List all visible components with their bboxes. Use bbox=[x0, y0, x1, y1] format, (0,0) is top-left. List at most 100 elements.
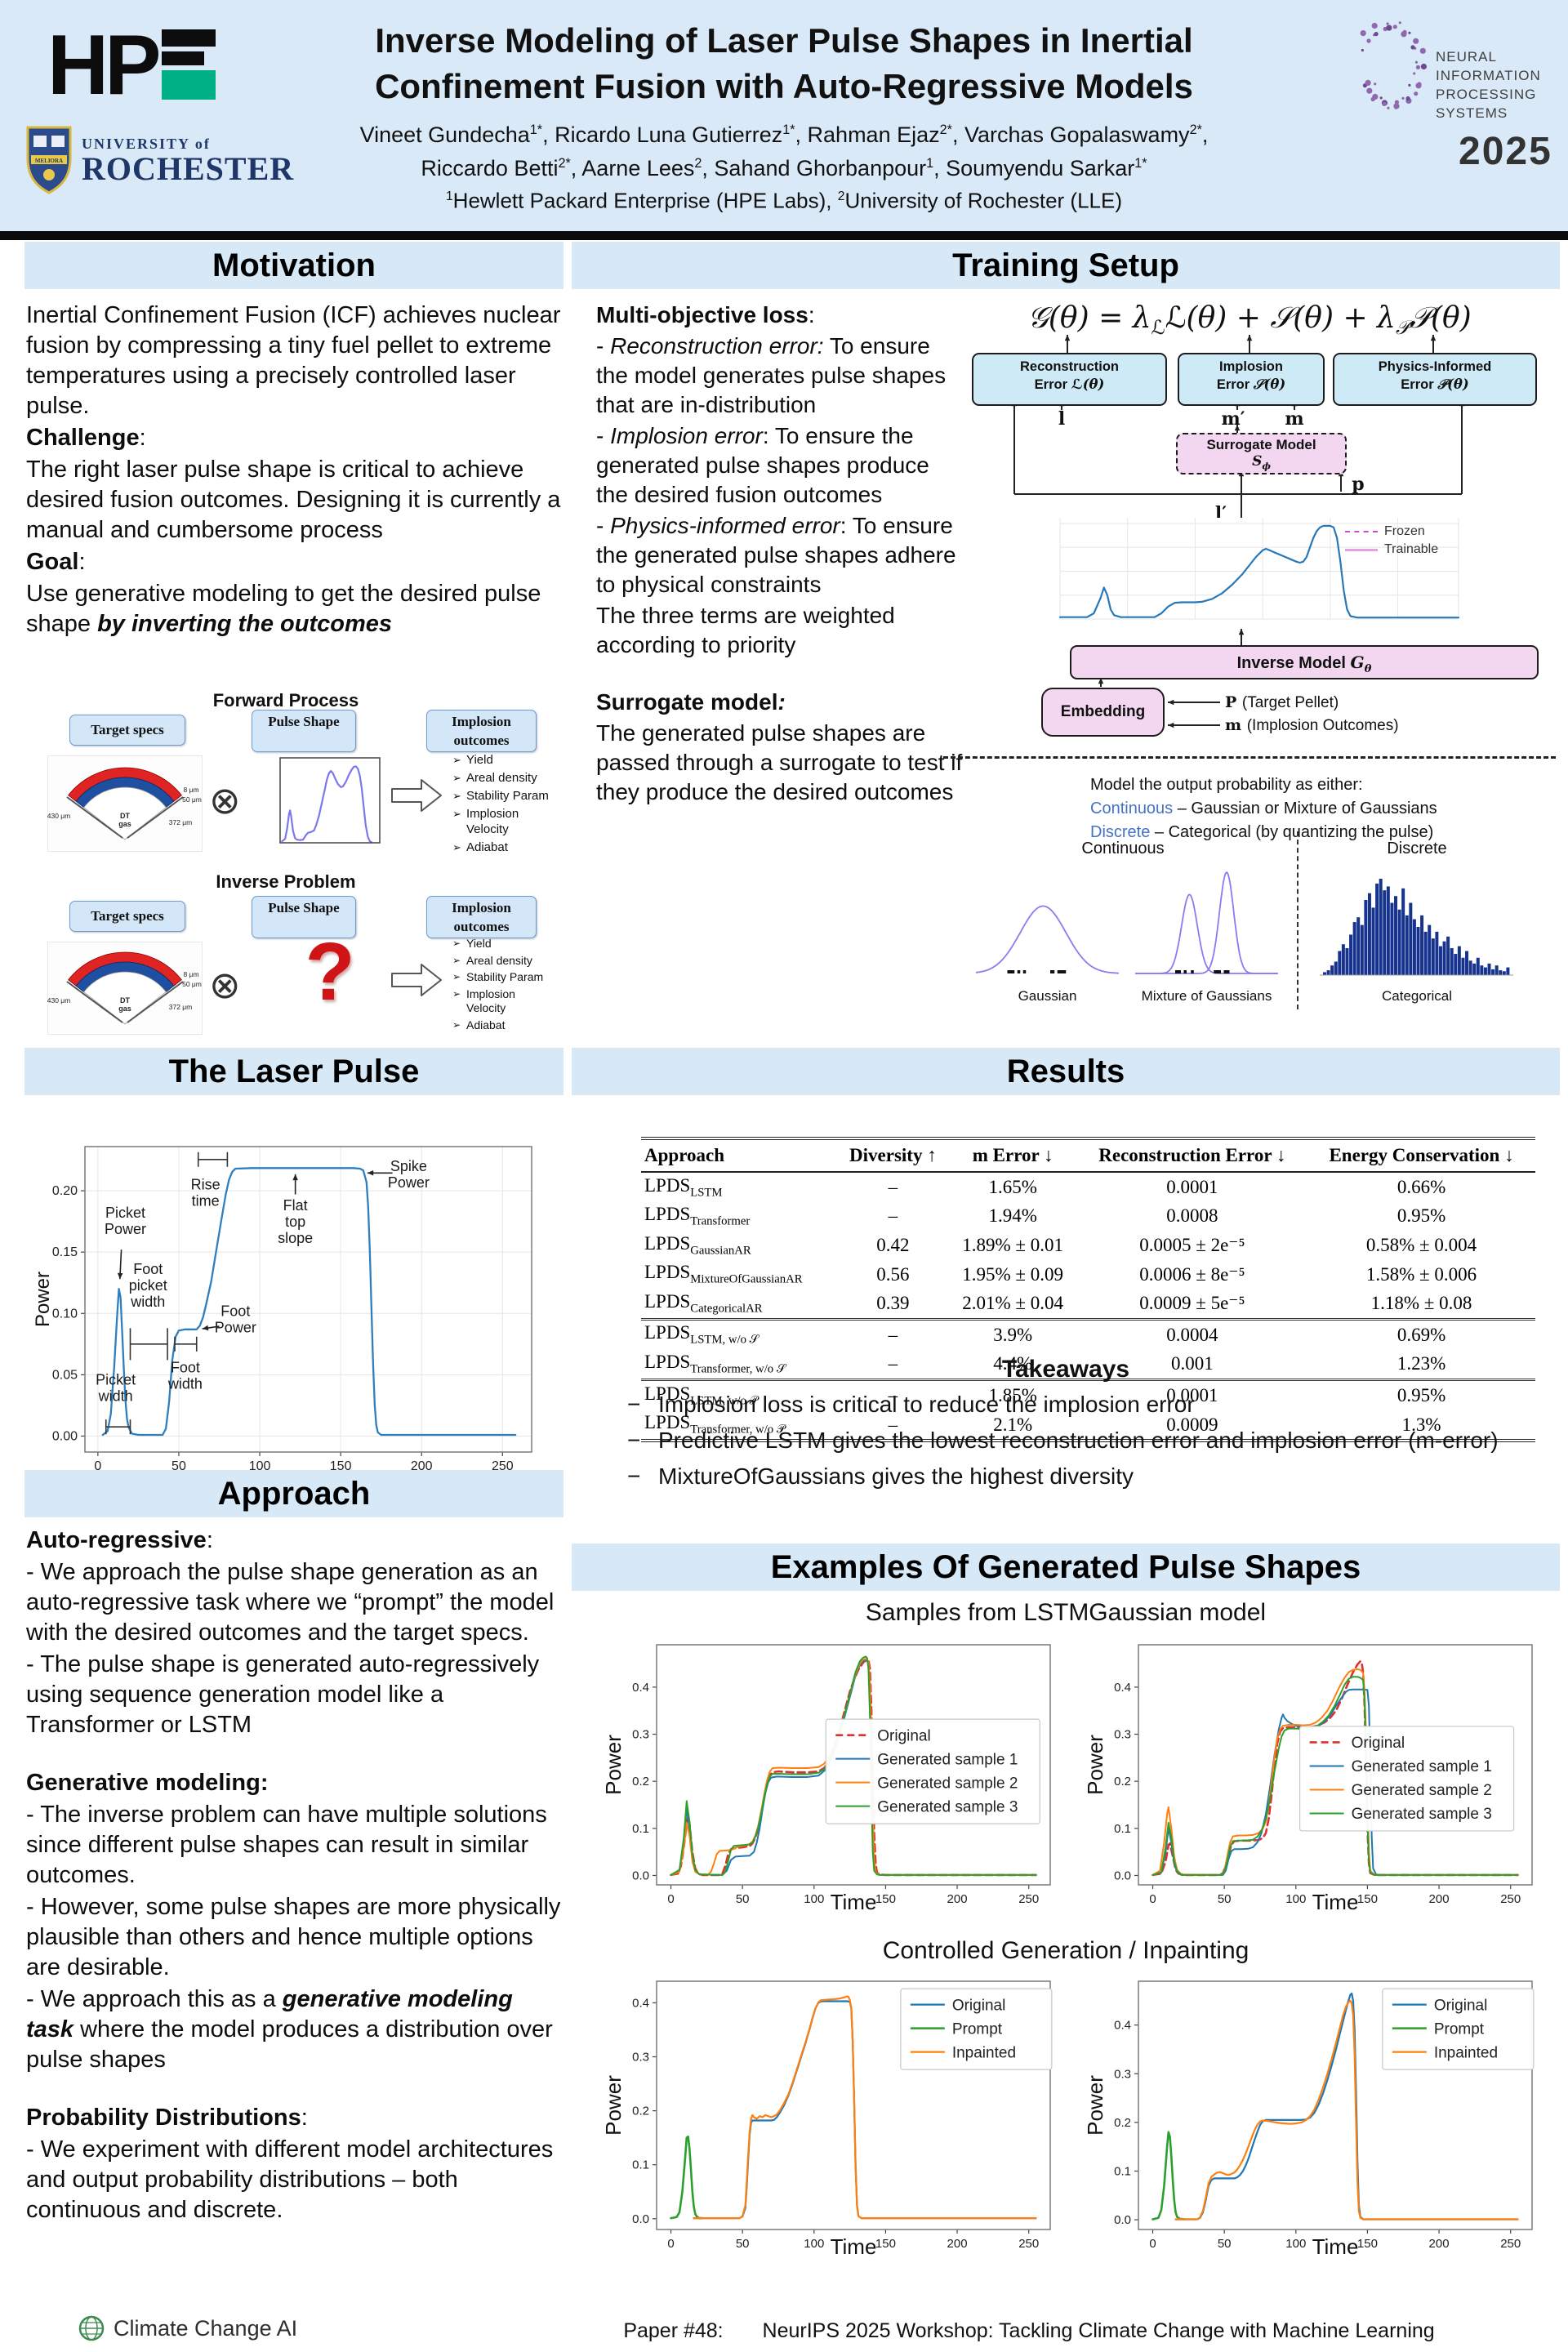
svg-text:Prompt: Prompt bbox=[1434, 2020, 1485, 2038]
takeaways-list: Implosion loss is critical to reduce the… bbox=[621, 1390, 1503, 1498]
svg-text:Generated sample 3: Generated sample 3 bbox=[1352, 1806, 1492, 1823]
list-item: Stability Param bbox=[452, 970, 557, 985]
svg-text:Power: Power bbox=[604, 1735, 626, 1795]
svg-text:Time: Time bbox=[1312, 1890, 1359, 1914]
svg-text:430 μm: 430 μm bbox=[47, 812, 70, 820]
svg-text:50: 50 bbox=[172, 1459, 186, 1473]
svg-text:Generated sample 2: Generated sample 2 bbox=[877, 1775, 1018, 1792]
label-p: p bbox=[1352, 474, 1365, 495]
svg-text:50: 50 bbox=[736, 1892, 750, 1906]
svg-text:MELIORA: MELIORA bbox=[35, 158, 63, 164]
forward-implosion-outcomes-box: Implosion outcomes bbox=[426, 710, 537, 752]
svg-text:Inpainted: Inpainted bbox=[1434, 2044, 1498, 2061]
neurips-text: NEURAL INFORMATION PROCESSING SYSTEMS 20… bbox=[1436, 47, 1568, 174]
rochester-text: UNIVERSITY of ROCHESTER bbox=[82, 136, 294, 185]
neurips-line2: PROCESSING SYSTEMS bbox=[1436, 87, 1537, 121]
svg-text:100: 100 bbox=[249, 1459, 271, 1473]
svg-text:150: 150 bbox=[1357, 2237, 1378, 2251]
frozen-line-icon bbox=[1345, 531, 1378, 532]
header-rule bbox=[0, 231, 1568, 240]
neurips-swirl-icon bbox=[1360, 21, 1427, 109]
continuous-discrete-divider bbox=[1297, 831, 1298, 1009]
inverse-implosion-outcomes-box: Implosion outcomes bbox=[426, 896, 537, 938]
svg-text:0.0: 0.0 bbox=[1114, 1869, 1131, 1882]
poster-title: Inverse Modeling of Laser Pulse Shapes i… bbox=[327, 18, 1241, 109]
inverse-problem-title: Inverse Problem bbox=[216, 871, 356, 892]
svg-text:0: 0 bbox=[1149, 1892, 1156, 1906]
ccai-logo: Climate Change AI bbox=[78, 2314, 297, 2342]
svg-text:slope: slope bbox=[278, 1230, 313, 1246]
forward-pulse-shape-box: Pulse Shape bbox=[252, 710, 356, 752]
samples-chart-right: 0 50 100 150 200 250 0.0 0.1 0.2 0.3 0.4 Original Ge… bbox=[1086, 1644, 1533, 1914]
svg-text:100: 100 bbox=[1285, 1892, 1306, 1906]
svg-text:150: 150 bbox=[875, 2237, 896, 2251]
svg-text:Prompt: Prompt bbox=[952, 2020, 1003, 2038]
caption-mixture: Mixture of Gaussians bbox=[1141, 988, 1272, 1004]
inpainting-chart-right: 0 50 100 150 200 250 0.0 0.1 0.2 0.3 0.4 Original Pr… bbox=[1086, 1980, 1535, 2259]
section-motivation-header: Motivation bbox=[24, 242, 564, 289]
svg-text:gas: gas bbox=[118, 1004, 131, 1013]
svg-text:150: 150 bbox=[330, 1459, 352, 1473]
svg-text:0.20: 0.20 bbox=[52, 1184, 78, 1198]
legend-frozen: Frozen bbox=[1384, 524, 1425, 538]
footer-venue: Paper #48: NeurIPS 2025 Workshop: Tackli… bbox=[523, 2319, 1535, 2343]
footer-venue-text: NeurIPS 2025 Workshop: Tackling Climate … bbox=[762, 2319, 1435, 2342]
section-laser-pulse-header: The Laser Pulse bbox=[24, 1048, 564, 1095]
neurips-logo bbox=[1352, 16, 1433, 131]
svg-text:0.2: 0.2 bbox=[632, 2105, 649, 2118]
svg-text:Generated sample 1: Generated sample 1 bbox=[877, 1751, 1018, 1768]
label-implosion-outcomes: m (Implosion Outcomes) bbox=[1225, 716, 1399, 734]
rochester-line2: ROCHESTER bbox=[82, 149, 295, 187]
examples-subtitle-samples: Samples from LSTMGaussian model bbox=[865, 1599, 1267, 1626]
training-diagram: 𝒢(θ) = λℒℒ(θ) + 𝒮(θ) + λ𝒫𝒫(θ) Reconstruc… bbox=[939, 294, 1560, 1037]
svg-text:0.0: 0.0 bbox=[632, 2212, 649, 2226]
physics-error-box: Physics-Informed Error 𝒫(θ) bbox=[1333, 353, 1537, 406]
svg-text:0.4: 0.4 bbox=[1114, 2019, 1131, 2033]
inverse-pulse-shape-box: Pulse Shape bbox=[252, 896, 356, 938]
footer-paper-number: Paper #48: bbox=[623, 2319, 724, 2342]
svg-text:0.1: 0.1 bbox=[1114, 1822, 1131, 1836]
surrogate-model-box: Surrogate Model Sϕ bbox=[1176, 433, 1347, 474]
legend-trainable: Trainable bbox=[1384, 542, 1439, 556]
question-mark: ? bbox=[305, 926, 355, 1018]
svg-text:Power: Power bbox=[105, 1221, 146, 1237]
section-approach-header: Approach bbox=[24, 1470, 564, 1517]
svg-text:picket: picket bbox=[129, 1277, 167, 1294]
svg-text:0.15: 0.15 bbox=[52, 1245, 78, 1259]
laser-pulse-chart: 0501001502002500.000.050.100.150.20TimeP… bbox=[33, 1146, 532, 1493]
svg-text:200: 200 bbox=[1429, 2237, 1450, 2251]
forward-outcomes-list: Yield Areal density Stability Param Implosi… bbox=[452, 752, 557, 858]
implosion-error-box: Implosion Error 𝒮(θ) bbox=[1178, 353, 1325, 406]
list-item: MixtureOfGaussians gives the highest div… bbox=[621, 1462, 1503, 1491]
otimes-symbol: ⊗ bbox=[209, 779, 241, 822]
svg-text:50: 50 bbox=[1218, 2237, 1232, 2251]
svg-text:250: 250 bbox=[1500, 2237, 1521, 2251]
svg-text:8 μm: 8 μm bbox=[183, 970, 198, 978]
section-examples-header: Examples Of Generated Pulse Shapes bbox=[572, 1544, 1560, 1591]
svg-text:CD: CD bbox=[120, 786, 131, 795]
svg-text:0.1: 0.1 bbox=[632, 2158, 649, 2172]
inverse-outcomes-list: Yield Areal densityStability Param Implosi… bbox=[452, 937, 557, 1035]
svg-text:Spike: Spike bbox=[390, 1158, 427, 1174]
section-results-header: Results bbox=[572, 1048, 1560, 1095]
svg-text:Flat: Flat bbox=[283, 1197, 308, 1214]
svg-text:0.2: 0.2 bbox=[1114, 2116, 1131, 2130]
svg-text:Rise: Rise bbox=[191, 1177, 220, 1193]
svg-text:Original: Original bbox=[877, 1727, 930, 1744]
svg-text:Picket: Picket bbox=[96, 1371, 136, 1388]
neurips-year: 2025 bbox=[1459, 130, 1552, 173]
list-item: Areal density bbox=[452, 770, 557, 786]
list-item: Yield bbox=[452, 752, 557, 768]
svg-text:0: 0 bbox=[667, 2237, 674, 2251]
label-l: l bbox=[1058, 408, 1066, 430]
svg-text:0.3: 0.3 bbox=[1114, 1728, 1131, 1742]
inverse-target-specs-box: Target specs bbox=[69, 901, 185, 932]
list-item: Adiabat bbox=[452, 840, 557, 855]
affiliations: 1Hewlett Packard Enterprise (HPE Labs), … bbox=[445, 188, 1122, 213]
svg-text:0.3: 0.3 bbox=[632, 1728, 649, 1742]
svg-text:Power: Power bbox=[604, 2075, 626, 2136]
svg-text:Generated sample 3: Generated sample 3 bbox=[877, 1798, 1018, 1815]
samples-chart-left: 0 50 100 150 200 250 0.0 0.1 0.2 0.3 0.4 Original Ge… bbox=[604, 1644, 1051, 1914]
